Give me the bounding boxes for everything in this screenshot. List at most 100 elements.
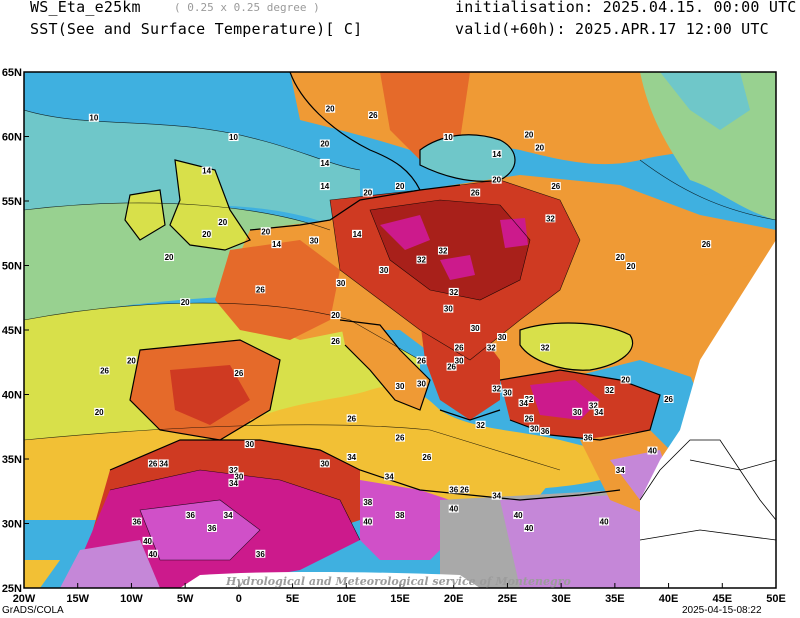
contour-label-text: 20 — [218, 218, 227, 227]
contour-label-bg — [529, 424, 540, 433]
contour-label-text: 20 — [363, 189, 372, 198]
lon-label-45E: 45E — [712, 593, 732, 605]
contour-label-text: 32 — [605, 386, 614, 395]
contour-label: 30 — [572, 407, 583, 417]
contour-label-text: 34 — [492, 492, 501, 501]
contour-label-bg — [534, 143, 545, 152]
contour-label-text: 30 — [336, 279, 345, 288]
ireland — [125, 190, 165, 240]
contour-label-text: 32 — [541, 343, 550, 352]
contour-label-bg — [416, 255, 427, 264]
contour-label-bg — [147, 549, 158, 558]
contour-label-bg — [470, 324, 481, 332]
contour-label-text: 26 — [100, 367, 109, 376]
contour-label: 36 — [207, 523, 217, 533]
contour-label-text: 26 — [347, 414, 356, 423]
contour-label-text: 36 — [186, 511, 195, 520]
contour-label-bg — [421, 453, 432, 461]
baltic-sea — [420, 134, 515, 182]
contour-label-text: 32 — [449, 288, 458, 297]
contour-label: 30 — [416, 379, 427, 388]
contour-label-text: 26 — [702, 240, 711, 249]
contour-label: 20 — [395, 182, 405, 191]
contour-label-bg — [352, 229, 363, 238]
lat-label-45N: 45N — [2, 325, 22, 337]
contour-label: 30 — [502, 388, 513, 398]
contour-label: 14 — [201, 166, 212, 176]
field-title: SST(See and Surface Temperature)[ C] — [30, 20, 363, 38]
contour-label-bg — [126, 356, 137, 365]
lon-label-40E: 40E — [659, 593, 679, 605]
contour-label-bg — [88, 113, 99, 122]
contour-label-text: 34 — [347, 453, 356, 462]
contour-label-bg — [513, 511, 524, 520]
contour-label-bg — [330, 311, 341, 320]
lon-label-0: 0 — [236, 593, 242, 605]
sahara-west — [60, 540, 160, 588]
contour-label-bg — [99, 366, 110, 375]
contour-label: 20 — [523, 130, 534, 140]
contour-label: 30 — [470, 324, 481, 333]
contour-label: 40 — [523, 523, 534, 533]
contour-label-text: 30 — [444, 305, 453, 314]
contour-label: 30 — [497, 333, 508, 342]
contour-label: 26 — [523, 414, 534, 423]
contour-label-bg — [491, 491, 502, 500]
contour-label-text: 32 — [546, 214, 555, 223]
contour-label: 32 — [545, 214, 556, 223]
contour-label: 26 — [663, 394, 674, 404]
great-britain — [170, 160, 250, 250]
resolution-note: ( 0.25 x 0.25 degree ) — [174, 1, 320, 14]
contour-label-text: 26 — [369, 111, 378, 120]
contour-label-text: 34 — [594, 408, 603, 417]
lat-label-25N: 25N — [2, 583, 22, 595]
contour-label-bg — [271, 240, 282, 249]
lon-label-5W: 5W — [177, 593, 194, 605]
contour-label-bg — [540, 427, 551, 436]
contour-label-bg — [550, 182, 561, 191]
contour-label: 26 — [395, 433, 405, 443]
contour-label-text: 26 — [148, 459, 157, 468]
contour-label: 40 — [647, 446, 658, 456]
contour-label-bg — [395, 433, 405, 442]
contour-label-text: 26 — [256, 285, 265, 294]
contour-label-text: 30 — [310, 236, 319, 245]
borders-outside — [639, 439, 776, 541]
contour-label: 32 — [486, 343, 497, 352]
contour-label-bg — [625, 262, 636, 271]
contour-label: 32 — [448, 287, 459, 297]
contour-label: 34 — [228, 478, 239, 488]
contour-label-text: 20 — [261, 227, 270, 236]
contour-label-bg — [475, 420, 486, 429]
contour-label-text: 20 — [492, 176, 501, 185]
contour-label-bg — [201, 166, 212, 175]
contour-label-text: 26 — [460, 485, 469, 494]
contour-label-text: 32 — [439, 247, 448, 256]
contour-label-text: 14 — [320, 182, 329, 191]
lon-label-20W: 20W — [13, 593, 36, 605]
contour-label-text: 20 — [165, 253, 174, 262]
contour-label: 40 — [362, 517, 373, 527]
lon-label-35E: 35E — [605, 593, 625, 605]
contour-label-text: 32 — [417, 256, 426, 265]
contour-label-text: 30 — [417, 379, 426, 388]
iberia-hot — [170, 365, 250, 425]
contour-label: 32 — [416, 255, 427, 265]
contour-label-bg — [663, 394, 674, 403]
contour-label-bg — [701, 240, 712, 249]
contour-label-bg — [437, 246, 448, 255]
contour-label: 36 — [131, 517, 142, 527]
contour-label-text: 26 — [417, 356, 426, 365]
credit-watermark: Hydrological and Meteorological service … — [226, 575, 571, 588]
contour-label-text: 30 — [379, 266, 388, 275]
balkans-land — [420, 320, 500, 420]
contour-label-text: 26 — [447, 363, 456, 372]
contour-label: 32 — [540, 343, 551, 352]
contour-label-text: 10 — [444, 133, 453, 142]
contour-label-text: 20 — [326, 105, 335, 114]
contour-label: 26 — [255, 285, 266, 294]
lon-label-30E: 30E — [551, 593, 571, 605]
contour-label: 40 — [142, 536, 153, 546]
